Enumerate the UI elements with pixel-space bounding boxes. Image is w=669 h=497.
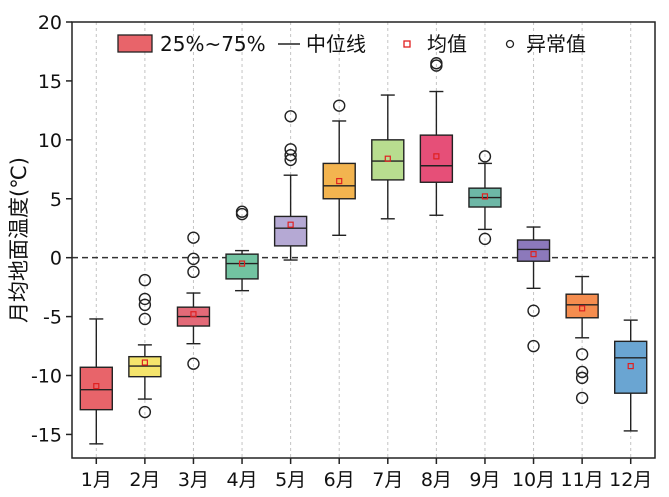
legend-box-swatch (117, 34, 153, 53)
iqr-box (371, 139, 405, 181)
box-4 (225, 205, 259, 292)
x-tick-label: 10月 (512, 469, 555, 491)
iqr-box (273, 215, 308, 247)
outlier-point (138, 292, 152, 306)
y-tick-label: -15 (31, 424, 62, 446)
x-tick-label: 5月 (275, 469, 306, 491)
y-tick-label: 0 (50, 248, 62, 270)
outlier-point (138, 273, 152, 287)
outlier-point (430, 57, 443, 70)
x-tick-label: 1月 (81, 469, 112, 491)
y-axis-ticks: -15 -10 -5 0 5 10 15 20 (31, 12, 72, 446)
legend-mean-marker (403, 40, 411, 48)
y-tick-label: -10 (31, 366, 62, 388)
iqr-box (516, 239, 551, 262)
x-tick-label: 8月 (421, 469, 452, 491)
x-tick-label: 3月 (178, 469, 209, 491)
legend-mean-label: 均值 (427, 32, 467, 56)
mean-marker (530, 251, 537, 258)
outlier-point (235, 205, 249, 218)
legend-outlier-label: 异常值 (526, 32, 586, 56)
outlier-point (527, 339, 540, 353)
x-axis-ticks: 1月 2月 3月 4月 5月 6月 7月 8月 9月 10月 11月 12月 (81, 458, 652, 491)
outlier-point (575, 371, 589, 385)
x-tick-label: 7月 (372, 469, 403, 491)
box-9 (468, 150, 502, 246)
y-axis-label: 月均地面温度(℃) (7, 157, 31, 323)
y-tick-label: 10 (38, 130, 62, 152)
x-tick-label: 12月 (609, 469, 652, 491)
outlier-point (575, 391, 589, 405)
box-10 (516, 226, 551, 353)
mean-marker (141, 359, 148, 366)
plot-frame (71, 21, 656, 459)
mean-marker (433, 153, 440, 160)
mean-marker (190, 311, 197, 318)
box-3 (176, 231, 211, 370)
outlier-point (333, 99, 346, 112)
x-tick-label: 11月 (561, 469, 604, 491)
mean-marker (384, 155, 391, 162)
legend: 25%~75% 中位线 均值 异常值 (117, 32, 586, 56)
box-1 (79, 318, 113, 445)
outlier-point (187, 252, 200, 266)
y-tick-label: 15 (38, 71, 62, 93)
iqr-box (79, 366, 113, 411)
iqr-box (322, 162, 356, 200)
x-tick-label: 4月 (226, 469, 257, 491)
outlier-point (527, 304, 540, 317)
box-2 (128, 273, 162, 419)
box-11 (565, 275, 599, 405)
outlier-point (478, 150, 492, 163)
outlier-point (478, 232, 492, 246)
mean-marker (336, 177, 343, 185)
outlier-point (284, 110, 297, 123)
outlier-point (575, 365, 589, 379)
iqr-box (614, 340, 648, 394)
mean-marker (287, 221, 294, 228)
box-7 (371, 94, 405, 220)
outlier-point (575, 348, 589, 361)
legend-outlier-marker (505, 39, 515, 49)
y-tick-label: 5 (50, 189, 62, 211)
mean-marker (481, 193, 489, 200)
mean-marker (93, 383, 100, 390)
y-tick-label: -5 (43, 307, 62, 329)
mean-marker (238, 260, 246, 267)
outlier-point (284, 148, 297, 162)
box-12 (614, 319, 648, 432)
x-tick-label: 2月 (129, 469, 160, 491)
y-tick-label: 20 (38, 12, 62, 34)
box-5 (273, 110, 308, 261)
outlier-point (284, 143, 297, 156)
x-tick-label: 9月 (469, 469, 500, 491)
mean-marker (579, 305, 586, 312)
vertical-gridlines (95, 22, 632, 458)
outlier-point (187, 357, 200, 370)
outlier-point (187, 231, 200, 244)
legend-median-label: 中位线 (306, 32, 366, 56)
outlier-point (138, 312, 152, 326)
mean-marker (627, 362, 634, 370)
outlier-point (187, 265, 200, 279)
box-8 (419, 57, 454, 216)
box-6 (322, 99, 356, 236)
legend-box-label: 25%~75% (160, 32, 266, 56)
box-series (79, 57, 648, 445)
outlier-point (138, 298, 152, 312)
x-tick-label: 6月 (324, 469, 355, 491)
outlier-point (138, 405, 152, 419)
